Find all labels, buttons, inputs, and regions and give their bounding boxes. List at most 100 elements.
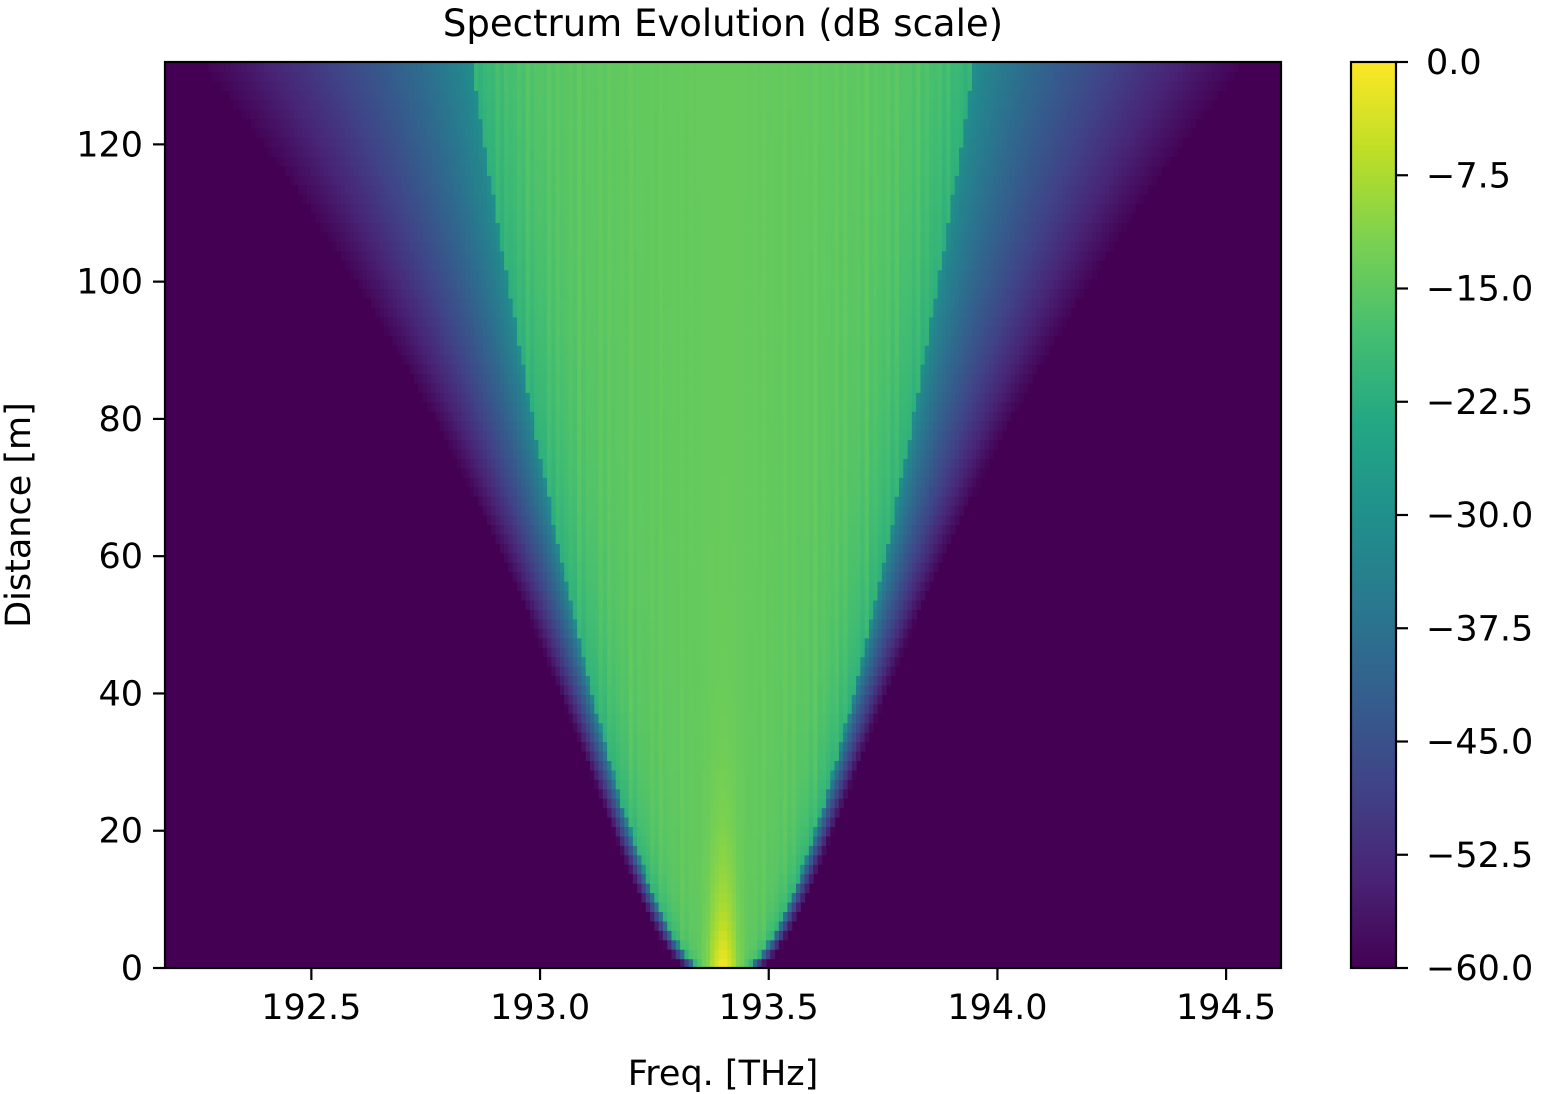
heatmap-cell bbox=[688, 835, 694, 846]
heatmap-cell bbox=[804, 543, 810, 554]
heatmap-cell bbox=[469, 392, 475, 403]
heatmap-cell bbox=[847, 439, 853, 450]
heatmap-cell bbox=[856, 505, 861, 516]
heatmap-cell bbox=[963, 430, 969, 441]
heatmap-cell bbox=[907, 420, 913, 431]
heatmap-cell bbox=[971, 430, 977, 441]
heatmap-cell bbox=[748, 694, 754, 705]
heatmap-cell bbox=[774, 524, 780, 535]
heatmap-cell bbox=[568, 637, 574, 648]
heatmap-cell bbox=[551, 430, 557, 441]
heatmap-cell bbox=[791, 618, 797, 629]
heatmap-cell bbox=[731, 864, 737, 875]
heatmap-cell bbox=[658, 666, 664, 677]
heatmap-cell bbox=[680, 741, 685, 752]
heatmap-cell bbox=[628, 864, 634, 875]
heatmap-cell bbox=[667, 656, 673, 667]
heatmap-cell bbox=[778, 798, 784, 809]
heatmap-cell bbox=[718, 798, 724, 809]
heatmap-cell bbox=[628, 845, 634, 856]
heatmap-cell bbox=[650, 439, 655, 450]
heatmap-cell bbox=[744, 562, 750, 573]
heatmap-cell bbox=[619, 533, 625, 544]
heatmap-cell bbox=[632, 533, 638, 544]
heatmap-cell bbox=[847, 741, 853, 752]
heatmap-cell bbox=[641, 581, 647, 592]
heatmap-cell bbox=[692, 826, 698, 837]
heatmap-cell bbox=[795, 769, 801, 780]
heatmap-cell bbox=[504, 486, 509, 497]
heatmap-cell bbox=[847, 590, 853, 601]
heatmap-cell bbox=[731, 401, 737, 412]
heatmap-cell bbox=[594, 571, 600, 582]
heatmap-cell bbox=[684, 769, 690, 780]
heatmap-cell bbox=[911, 420, 917, 431]
heatmap-cell bbox=[697, 477, 703, 488]
heatmap-cell bbox=[512, 458, 518, 469]
heatmap-cell bbox=[486, 467, 492, 478]
heatmap-cell bbox=[718, 430, 724, 441]
heatmap-cell bbox=[808, 769, 814, 780]
heatmap-cell bbox=[594, 779, 600, 790]
heatmap-cell bbox=[645, 703, 651, 714]
heatmap-cell bbox=[731, 637, 737, 648]
heatmap-cell bbox=[701, 883, 707, 894]
heatmap-cell bbox=[821, 411, 827, 422]
heatmap-cell bbox=[757, 477, 763, 488]
heatmap-cell bbox=[765, 496, 771, 507]
heatmap-cell bbox=[804, 552, 810, 563]
heatmap-cell bbox=[607, 430, 612, 441]
heatmap-cell bbox=[619, 392, 625, 403]
heatmap-cell bbox=[551, 647, 557, 658]
heatmap-cell bbox=[710, 647, 716, 658]
heatmap-cell bbox=[856, 552, 861, 563]
heatmap-cell bbox=[615, 798, 621, 809]
heatmap-cell bbox=[830, 571, 836, 582]
heatmap-cell bbox=[907, 496, 913, 507]
heatmap-cell bbox=[787, 713, 793, 724]
heatmap-cell bbox=[650, 430, 655, 441]
heatmap-cell bbox=[628, 656, 634, 667]
heatmap-cell bbox=[658, 420, 664, 431]
heatmap-cell bbox=[564, 703, 570, 714]
heatmap-cell bbox=[684, 854, 690, 865]
heatmap-cell bbox=[791, 515, 797, 526]
heatmap-cell bbox=[534, 590, 540, 601]
heatmap-cell bbox=[911, 382, 917, 393]
heatmap-cell bbox=[667, 599, 673, 610]
heatmap-cell bbox=[714, 939, 720, 950]
heatmap-cell bbox=[662, 486, 668, 497]
heatmap-cell bbox=[834, 637, 840, 648]
heatmap-cell bbox=[598, 562, 604, 573]
heatmap-cell bbox=[753, 949, 758, 960]
heatmap-cell bbox=[851, 477, 857, 488]
heatmap-cell bbox=[851, 628, 857, 639]
heatmap-cell bbox=[800, 382, 806, 393]
heatmap-cell bbox=[675, 571, 681, 582]
heatmap-cell bbox=[632, 637, 638, 648]
heatmap-cell bbox=[688, 382, 694, 393]
heatmap-cell bbox=[800, 666, 806, 677]
heatmap-cell bbox=[954, 382, 960, 393]
heatmap-cell bbox=[598, 599, 604, 610]
heatmap-cell bbox=[650, 892, 655, 903]
heatmap-cell bbox=[585, 713, 591, 724]
heatmap-cell bbox=[723, 675, 728, 686]
heatmap-cell bbox=[671, 835, 677, 846]
heatmap-cell bbox=[946, 505, 952, 516]
heatmap-cell bbox=[662, 448, 668, 459]
heatmap-cell bbox=[916, 599, 922, 610]
heatmap-cell bbox=[632, 599, 638, 610]
heatmap-cell bbox=[826, 524, 831, 535]
heatmap-cell bbox=[783, 505, 788, 516]
heatmap-cell bbox=[778, 401, 784, 412]
heatmap-cell bbox=[753, 911, 758, 922]
heatmap-cell bbox=[534, 392, 540, 403]
heatmap-cell bbox=[572, 713, 578, 724]
heatmap-cell bbox=[701, 864, 707, 875]
heatmap-cell bbox=[564, 599, 570, 610]
heatmap-cell bbox=[868, 684, 874, 695]
heatmap-cell bbox=[705, 647, 711, 658]
heatmap-cell bbox=[538, 543, 544, 554]
heatmap-cell bbox=[619, 835, 625, 846]
